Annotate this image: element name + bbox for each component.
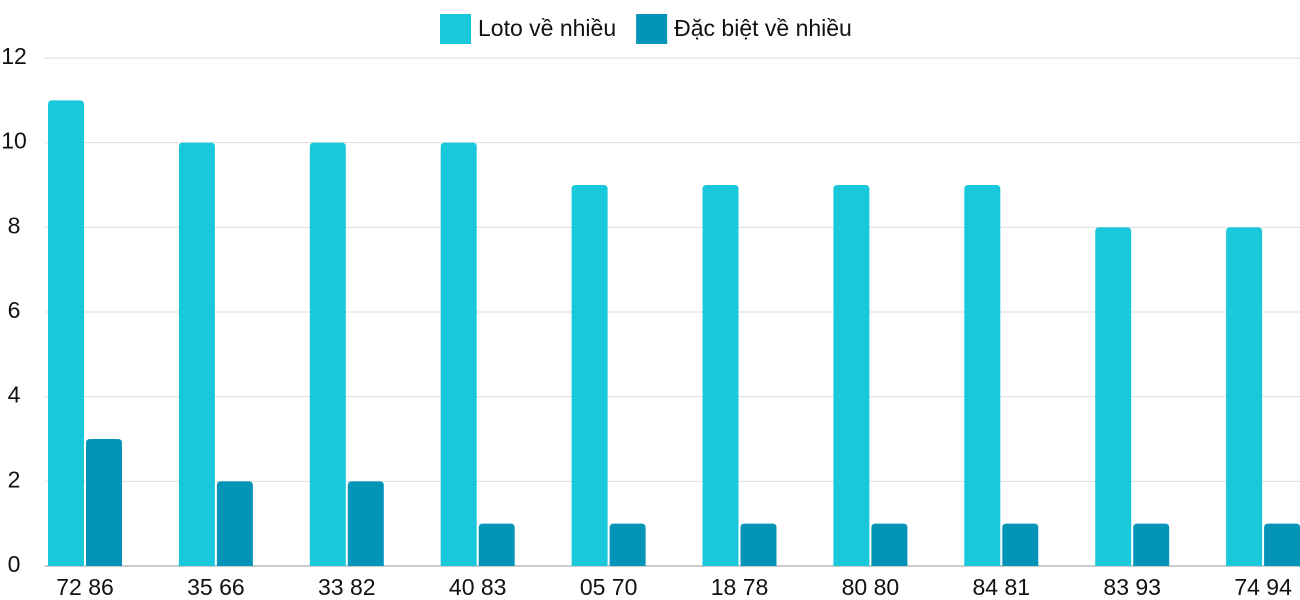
bar [478,523,515,566]
x-tick-label: 18 78 [711,574,769,600]
x-tick-label: 33 82 [318,574,376,600]
x-tick-label: 84 81 [973,574,1031,600]
bar [740,523,777,566]
bar [1095,227,1132,567]
legend-label: Đặc biệt về nhiều [674,15,852,41]
legend-label: Loto về nhiều [478,15,616,41]
bar [86,439,122,566]
y-tick-label: 6 [8,297,21,323]
bar [1133,523,1170,566]
bar [1226,227,1263,567]
bar [440,142,477,566]
bar [871,523,908,566]
bar [1002,523,1039,566]
bar [609,523,646,566]
x-tick-label: 83 93 [1103,574,1161,600]
bar [571,185,608,566]
y-tick-label: 12 [1,43,27,69]
x-tick-label: 80 80 [842,574,900,600]
y-tick-label: 8 [8,212,21,238]
legend-swatch [636,14,668,44]
bar [964,185,1001,566]
bar [833,185,870,566]
x-tick-label: 35 66 [187,574,245,600]
x-tick-label: 74 94 [1234,574,1292,600]
y-tick-label: 4 [8,382,21,408]
legend-swatch [440,14,471,44]
bar [178,142,215,566]
y-tick-label: 0 [8,551,21,577]
bar [309,142,346,566]
x-tick-label: 05 70 [580,574,638,600]
bar [347,481,384,566]
y-tick-label: 2 [8,466,21,492]
bar [216,481,253,566]
bar [702,185,739,566]
y-tick-label: 10 [1,128,27,154]
x-tick-label: 40 83 [449,574,507,600]
bar [1264,523,1300,566]
bar [48,100,84,566]
x-tick-label: 72 86 [56,574,114,600]
